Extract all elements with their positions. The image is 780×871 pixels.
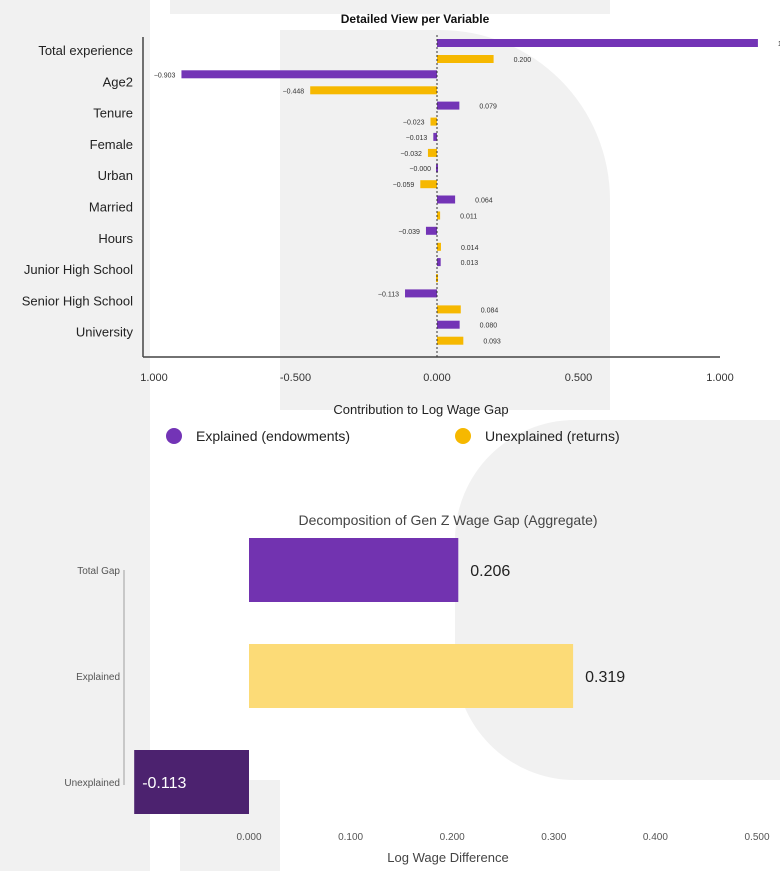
aggregate-chart: Decomposition of Gen Z Wage Gap (Aggrega… — [64, 512, 770, 865]
x-tick-label: 0.500 — [565, 372, 593, 384]
legend-marker-explained — [166, 428, 182, 444]
aggregate-chart-xlabel: Log Wage Difference — [387, 850, 508, 865]
category-label-tenure: Tenure — [93, 106, 133, 121]
background-shape-top — [170, 0, 610, 14]
x-tick-label: 1.000 — [706, 372, 734, 384]
x-tick-label: 0.000 — [236, 832, 261, 843]
category-label-unexplained: Unexplained — [64, 778, 120, 789]
detailed-chart: Detailed View per Variable Total experie… — [22, 12, 780, 417]
bar-unexplained-hours — [437, 242, 441, 251]
data-label-explained-urban: −0.000 — [409, 166, 431, 173]
background-shape-right — [455, 420, 780, 780]
category-label-total-gap: Total Gap — [77, 566, 120, 577]
detailed-chart-title: Detailed View per Variable — [341, 12, 490, 26]
category-label-total-experience: Total experience — [38, 43, 133, 58]
category-label-university: University — [76, 325, 134, 340]
data-label-unexplained-age2: −0.448 — [283, 88, 305, 95]
data-label-explained-age2: −0.903 — [154, 72, 176, 79]
bar-unexplained-married — [437, 211, 441, 220]
bar-explained-hours — [425, 226, 437, 235]
data-label-unexplained: -0.113 — [142, 775, 186, 792]
category-label-hours: Hours — [98, 231, 133, 246]
data-label-unexplained-urban: −0.059 — [393, 182, 415, 189]
x-tick-label: 0.200 — [440, 832, 465, 843]
bar-unexplained-age2 — [310, 86, 437, 95]
bar-explained-age2 — [181, 70, 437, 79]
x-tick-label: 0.000 — [423, 372, 451, 384]
data-label-explained-married: 0.064 — [475, 198, 493, 205]
data-label-explained-tenure: 0.079 — [479, 104, 497, 111]
data-label-unexplained-hours: 0.014 — [461, 245, 479, 252]
bar-unexplained-urban — [420, 180, 437, 189]
x-tick-label: 0.500 — [744, 832, 769, 843]
data-label-explained-total-experience: 1.134 — [778, 41, 780, 48]
data-label-explained-female: −0.013 — [406, 135, 428, 142]
data-label-explained-hours: −0.039 — [398, 229, 420, 236]
data-label-explained-university: 0.080 — [480, 323, 498, 330]
legend-marker-unexplained — [455, 428, 471, 444]
bar-explained-senior-high-school — [405, 289, 437, 298]
x-tick-label: 0.400 — [643, 832, 668, 843]
data-label-unexplained-senior-high-school: 0.084 — [481, 307, 499, 314]
bar-unexplained-tenure — [430, 117, 437, 126]
bar-explained-tenure — [437, 101, 460, 110]
category-label-junior-high-school: Junior High School — [24, 262, 133, 277]
data-label-unexplained-female: −0.032 — [400, 151, 422, 158]
legend-label-explained: Explained (endowments) — [196, 428, 351, 444]
bar-unexplained-university — [437, 336, 464, 345]
bar-explained-total-experience — [437, 39, 758, 47]
data-label-unexplained-married: 0.011 — [460, 214, 477, 221]
bar-unexplained-female — [427, 148, 437, 157]
legend-item-unexplained: Unexplained (returns) — [455, 428, 620, 444]
bar-explained-female — [433, 132, 437, 141]
category-label-senior-high-school: Senior High School — [22, 293, 133, 308]
data-label-unexplained-university: 0.093 — [483, 339, 501, 346]
category-label-explained: Explained — [76, 672, 120, 683]
category-label-age2: Age2 — [103, 74, 133, 89]
bar-unexplained — [134, 750, 249, 814]
x-tick-label: 0.300 — [541, 832, 566, 843]
detailed-legend: Explained (endowments) Unexplained (retu… — [0, 428, 780, 450]
bar-explained — [249, 644, 574, 708]
category-label-female: Female — [90, 137, 133, 152]
bar-unexplained-junior-high-school — [436, 274, 438, 283]
category-label-urban: Urban — [98, 168, 133, 183]
data-label-unexplained-tenure: −0.023 — [403, 120, 425, 127]
legend-label-unexplained: Unexplained (returns) — [485, 428, 620, 444]
data-label-total-gap: 0.206 — [470, 563, 510, 580]
x-tick-label: -0.500 — [280, 372, 311, 384]
x-tick-label: 0.100 — [338, 832, 363, 843]
bar-explained-married — [437, 195, 456, 204]
legend-item-explained: Explained (endowments) — [166, 428, 350, 444]
bar-unexplained-total-experience — [437, 55, 494, 63]
data-label-explained: 0.319 — [585, 669, 625, 686]
bar-explained-junior-high-school — [437, 258, 441, 267]
aggregate-chart-title: Decomposition of Gen Z Wage Gap (Aggrega… — [298, 512, 597, 528]
data-label-explained-senior-high-school: −0.113 — [378, 291, 399, 298]
x-tick-label: 1.000 — [140, 372, 168, 384]
category-label-married: Married — [89, 200, 133, 215]
bar-total-gap — [249, 538, 459, 602]
bar-explained-university — [437, 320, 460, 329]
background-shape-left — [0, 0, 150, 871]
detailed-chart-xlabel: Contribution to Log Wage Gap — [333, 402, 508, 417]
data-label-unexplained-total-experience: 0.200 — [514, 57, 532, 64]
data-label-explained-junior-high-school: 0.013 — [461, 260, 479, 267]
bar-unexplained-senior-high-school — [437, 305, 461, 314]
